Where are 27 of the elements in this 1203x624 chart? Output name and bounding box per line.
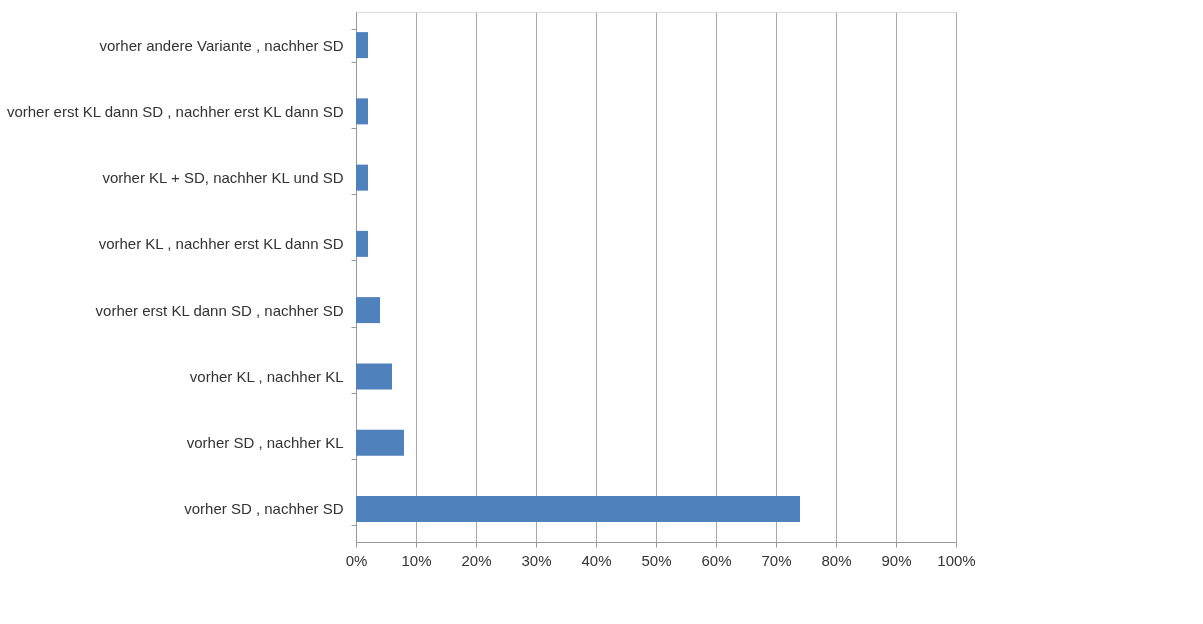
- x-tick-label: 90%: [881, 551, 912, 569]
- bar: [356, 363, 392, 390]
- x-tick-label: 0%: [345, 551, 368, 569]
- y-tick-label: vorher KL , nachher erst KL dann SD: [98, 235, 344, 253]
- x-tick-label: 60%: [701, 551, 732, 569]
- y-tick-label: vorher KL , nachher KL: [189, 367, 344, 385]
- bar: [356, 164, 368, 191]
- y-tick-label: vorher andere Variante , nachher SD: [99, 36, 344, 54]
- x-tick-label: 70%: [761, 551, 792, 569]
- x-tick-label: 80%: [821, 551, 852, 569]
- y-tick-label: vorher SD , nachher SD: [184, 500, 344, 518]
- x-tick-label: 50%: [641, 551, 672, 569]
- y-tick-label: vorher erst KL dann SD , nachher erst KL dann SD: [6, 102, 344, 120]
- x-tick-label: 20%: [461, 551, 492, 569]
- bar: [356, 429, 404, 456]
- x-tick-label: 30%: [521, 551, 552, 569]
- bar: [356, 32, 368, 59]
- x-tick-label: 100%: [937, 551, 976, 569]
- bar: [356, 230, 368, 257]
- y-tick-label: vorher KL + SD, nachher KL und SD: [102, 169, 344, 187]
- y-tick-label: vorher SD , nachher KL: [186, 434, 344, 452]
- bar: [356, 495, 800, 522]
- bar: [356, 297, 380, 324]
- y-tick-label: vorher erst KL dann SD , nachher SD: [95, 301, 344, 319]
- x-tick-label: 10%: [401, 551, 432, 569]
- bar: [356, 98, 368, 125]
- x-tick-label: 40%: [581, 551, 612, 569]
